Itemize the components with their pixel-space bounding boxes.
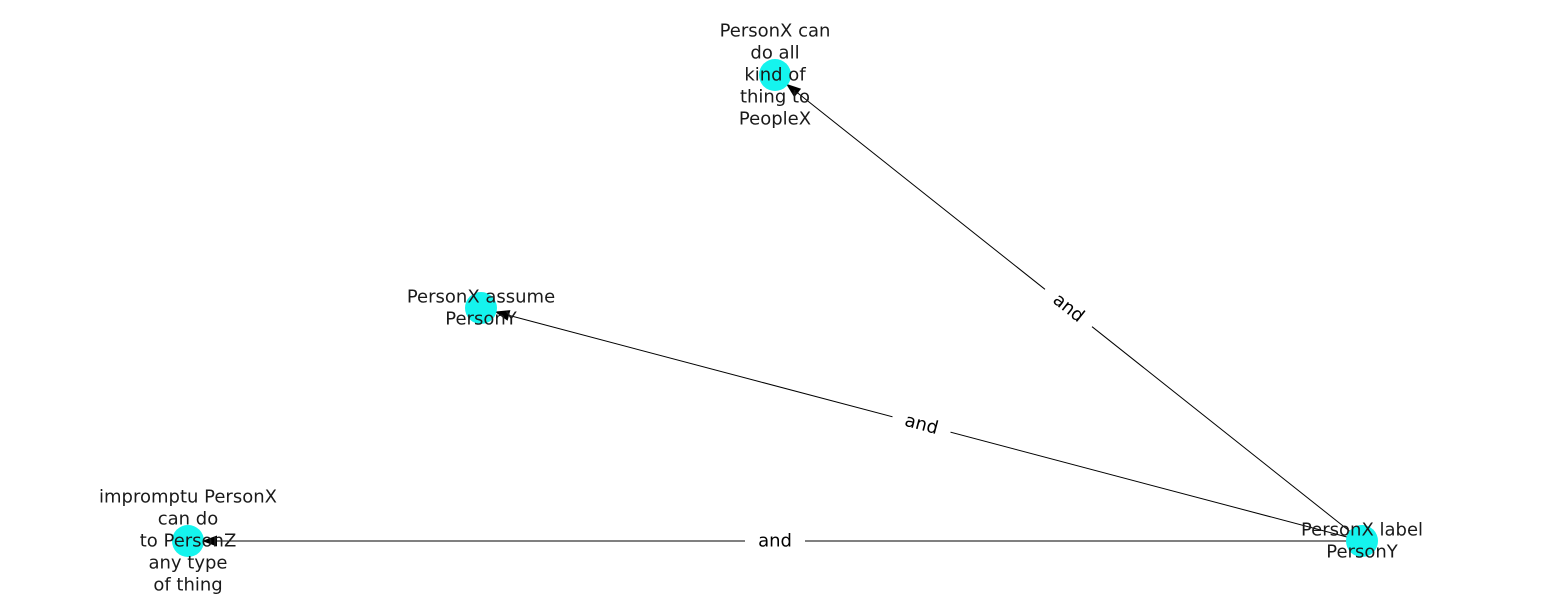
node-n4 xyxy=(1346,525,1378,557)
edge-label-background xyxy=(1036,279,1101,337)
node-label-line: PersonX can xyxy=(720,21,831,42)
arrowhead-e1 xyxy=(786,83,802,98)
node-label-line: PersonY xyxy=(1326,542,1398,563)
node-n1 xyxy=(759,59,791,91)
node-label-line: any type xyxy=(148,553,227,574)
node-label-line: PersonX assume xyxy=(407,287,555,308)
node-label-line: of thing xyxy=(153,575,222,596)
node-label-line: thing to xyxy=(740,87,810,108)
node-label-line: PersonX label xyxy=(1301,520,1423,541)
arrowhead-e3 xyxy=(202,535,217,547)
nodes-layer xyxy=(172,59,1378,557)
edge-labels-layer: and and and xyxy=(745,279,1101,554)
edge-label-group-e2: and xyxy=(889,404,954,445)
node-label-line: PeopleX xyxy=(739,109,811,130)
node-label-line: can do xyxy=(158,509,219,530)
edge-label-background xyxy=(889,404,954,445)
edge-label-group-e3: and xyxy=(745,528,805,554)
node-n2 xyxy=(465,292,497,324)
edges-layer xyxy=(202,83,1363,547)
edge-label: and xyxy=(758,531,792,552)
edge-label-background xyxy=(745,528,805,554)
node-label-line: impromptu PersonX xyxy=(99,487,277,508)
edge-label-group-e1: and xyxy=(1036,279,1101,337)
node-label-line: kind of xyxy=(744,65,806,86)
node-label-line: to PersonZ xyxy=(140,531,237,552)
arrowhead-e2 xyxy=(494,310,511,321)
edge-label: and xyxy=(902,410,940,439)
node-label-line: PersonY xyxy=(445,309,517,330)
node-n3 xyxy=(172,525,204,557)
node-label-line: do all xyxy=(750,43,799,64)
